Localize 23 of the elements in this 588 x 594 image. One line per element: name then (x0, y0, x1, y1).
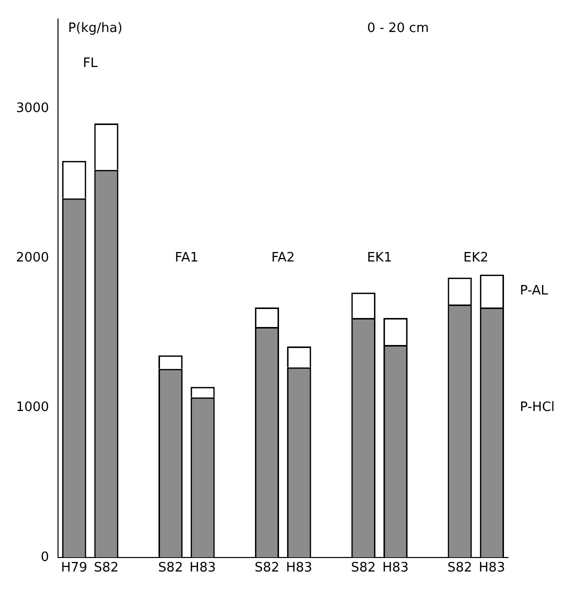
x-tick-label: H83 (382, 560, 409, 576)
y-tick-label: 2000 (16, 250, 50, 266)
annotation: EK2 (463, 250, 488, 266)
x-tick-label: S82 (350, 560, 376, 576)
y-tick-label: 1000 (16, 400, 50, 416)
x-tick-label: H79 (60, 560, 88, 576)
x-tick-label: H83 (190, 560, 216, 576)
annotation: FA2 (271, 250, 295, 266)
y-tick-label: 3000 (16, 100, 50, 116)
annotation: FA1 (174, 250, 198, 266)
series-label: P-AL (520, 283, 549, 298)
y-tick-label: 0 (40, 550, 50, 565)
annotation: FL (82, 56, 98, 71)
annotation: 0 - 20 cm (367, 21, 429, 36)
y-axis-title: P(kg/ha) (68, 21, 122, 36)
series-label: P-HCl (520, 400, 555, 415)
x-tick-label: S82 (94, 560, 119, 576)
x-tick-label: S82 (158, 560, 183, 576)
x-tick-label: H83 (286, 560, 312, 576)
x-tick-label: S82 (447, 560, 472, 576)
x-tick-label: S82 (254, 560, 280, 576)
annotation: EK1 (366, 250, 392, 266)
x-tick-label: H83 (478, 560, 506, 576)
